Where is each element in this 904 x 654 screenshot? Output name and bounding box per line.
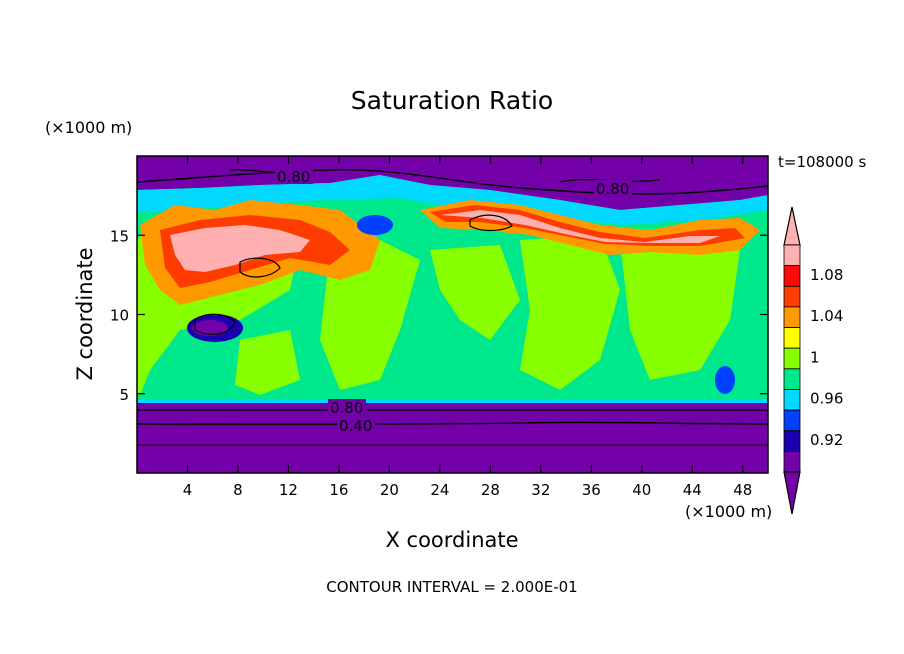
colorbar-swatch [783, 306, 801, 328]
contour-label-bg-4 [337, 417, 375, 433]
colorbar-swatch [783, 265, 801, 287]
colorbar-swatch [783, 389, 801, 411]
field-region-interface [137, 399, 768, 403]
time-label: t=108000 s [778, 153, 867, 171]
y-tick-label: 10 [110, 307, 129, 325]
x-axis: 4 8 12 16 20 24 28 32 36 40 44 48 [183, 156, 752, 499]
colorbar-level-label: 0.92 [810, 431, 843, 449]
contour-line-upper [137, 169, 768, 195]
y-tick-label: 5 [119, 386, 129, 404]
contour-label-1: 0.80 [277, 168, 310, 186]
colorbar-level-label: 1.04 [810, 307, 843, 325]
field-cloud-pink-2 [440, 210, 720, 243]
contour-label-4: 0.40 [339, 417, 372, 435]
contour-loop-1 [194, 313, 236, 336]
x-tick-label: 20 [380, 481, 399, 499]
colorbar-level-label: 1 [810, 348, 820, 366]
x-tick-label: 24 [430, 481, 449, 499]
contour-loop-3 [469, 214, 513, 232]
x-tick-label: 8 [233, 481, 243, 499]
saturation-field: 0.80 0.80 0.80 0.40 [137, 156, 768, 473]
y-unit-label: (×1000 m) [45, 118, 133, 137]
contour-label-bg-1 [275, 168, 313, 184]
field-region-lower-dry [137, 403, 768, 473]
contour-loop-2 [239, 257, 281, 278]
colorbar-swatch [783, 409, 801, 432]
colorbar-level-label: 0.96 [810, 390, 843, 408]
chart-title: Saturation Ratio [350, 86, 554, 115]
field-patch-5 [620, 230, 740, 380]
x-tick-label: 40 [632, 481, 651, 499]
x-tick-label: 48 [733, 481, 752, 499]
contour-line-040 [137, 421, 768, 425]
contour-label-bg-3 [328, 399, 366, 415]
x-unit-label: (×1000 m) [685, 502, 773, 521]
colorbar-swatch [783, 430, 801, 452]
field-patch-3 [430, 245, 520, 340]
x-tick-label: 44 [683, 481, 702, 499]
field-patch-6 [235, 330, 300, 395]
colorbar-under-arrow [783, 471, 801, 515]
x-axis-label: X coordinate [385, 528, 519, 552]
x-tick-label: 36 [582, 481, 601, 499]
colorbar-swatch [783, 347, 801, 370]
x-tick-label: 28 [481, 481, 500, 499]
colorbar: 0.92 0.96 1 1.04 1.08 [783, 206, 843, 515]
field-dry-pocket-2 [357, 215, 393, 235]
field-region-edge [137, 175, 768, 225]
contour-label-2: 0.80 [596, 180, 629, 198]
colorbar-swatch [783, 368, 801, 390]
contour-line-lower [137, 444, 768, 446]
contour-label-3: 0.80 [330, 399, 363, 417]
colorbar-swatch [783, 244, 801, 267]
x-tick-label: 12 [279, 481, 298, 499]
y-tick-label: 15 [110, 227, 129, 245]
contour-interval-note: CONTOUR INTERVAL = 2.000E-01 [326, 578, 578, 596]
field-dry-pocket-1b [192, 320, 228, 336]
colorbar-swatch [783, 285, 801, 308]
colorbar-swatch [783, 450, 801, 473]
field-dry-pocket-3 [715, 366, 735, 394]
field-patch-4 [520, 235, 620, 390]
x-tick-label: 16 [329, 481, 348, 499]
colorbar-swatch [783, 327, 801, 349]
y-axis: 5 10 15 [110, 227, 768, 404]
colorbar-level-label: 1.08 [810, 266, 843, 284]
field-cloud-pink [170, 225, 310, 272]
x-tick-label: 4 [183, 481, 193, 499]
x-tick-label: 32 [531, 481, 550, 499]
colorbar-over-arrow [783, 206, 801, 246]
contour-label-bg-2 [594, 180, 632, 196]
